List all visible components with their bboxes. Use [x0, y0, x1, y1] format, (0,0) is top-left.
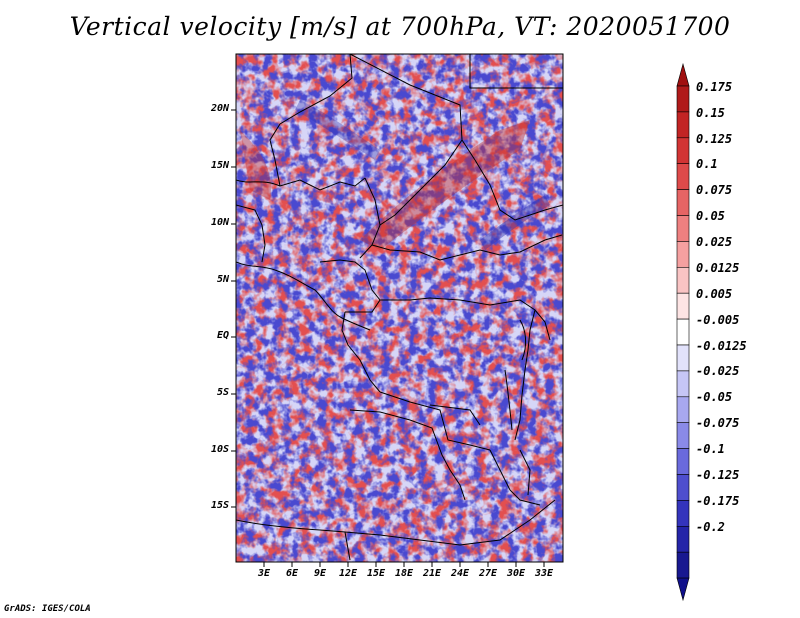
- lon-label-33e: 33E: [534, 568, 554, 579]
- colorbar-label: -0.075: [696, 416, 740, 430]
- lon-label-24e: 24E: [450, 568, 470, 579]
- lon-label-15e: 15E: [366, 568, 386, 579]
- lat-label-15n: 15N: [210, 160, 229, 171]
- colorbar-label: 0.025: [696, 235, 733, 249]
- colorbar-label: -0.125: [696, 468, 740, 482]
- lon-label-9e: 9E: [313, 568, 327, 579]
- colorbar-label: -0.025: [696, 364, 740, 378]
- lon-label-18e: 18E: [394, 568, 414, 579]
- colorbar-segment: [676, 448, 690, 475]
- country-borders: [236, 54, 563, 561]
- colorbar-label: 0.15: [696, 106, 725, 120]
- lat-label-20n: 20N: [210, 103, 229, 114]
- colorbar-segment: [676, 422, 690, 449]
- colorbar-label: 0.005: [696, 287, 733, 301]
- colorbar-segment: [676, 215, 690, 242]
- lon-label-27e: 27E: [478, 568, 498, 579]
- lon-label-3e: 3E: [257, 568, 271, 579]
- lat-label-15s: 15S: [210, 500, 229, 511]
- grads-credit: GrADS: IGES/COLA: [4, 604, 91, 614]
- lon-label-6e: 6E: [285, 568, 299, 579]
- colorbar: [676, 62, 690, 602]
- lat-label-eq: EQ: [216, 330, 229, 341]
- colorbar-segment: [676, 241, 690, 268]
- map-title: Vertical velocity [m/s] at 700hPa, VT: 2…: [69, 12, 731, 41]
- colorbar-label: 0.075: [696, 183, 733, 197]
- colorbar-cap-bottom: [676, 577, 690, 602]
- lat-label-10s: 10S: [210, 444, 229, 455]
- colorbar-segment: [676, 266, 690, 294]
- colorbar-label: 0.05: [696, 209, 725, 223]
- colorbar-segment: [676, 163, 690, 190]
- colorbar-label: -0.0125: [696, 339, 747, 353]
- colorbar-label: -0.2: [696, 520, 725, 534]
- lon-label-12e: 12E: [338, 568, 358, 579]
- colorbar-segment: [676, 85, 690, 113]
- lat-label-5s: 5S: [216, 387, 229, 398]
- colorbar-segment: [676, 474, 690, 501]
- colorbar-segment: [676, 137, 690, 165]
- colorbar-label: -0.005: [696, 313, 740, 327]
- colorbar-segment: [676, 370, 690, 398]
- colorbar-label: -0.05: [696, 390, 733, 404]
- colorbar-label: -0.1: [696, 442, 725, 456]
- colorbar-label: 0.175: [696, 80, 733, 94]
- lon-label-30e: 30E: [506, 568, 526, 579]
- colorbar-label: 0.125: [696, 132, 733, 146]
- colorbar-segment: [676, 111, 690, 139]
- colorbar-segment: [676, 344, 690, 372]
- lat-label-5n: 5N: [216, 274, 229, 285]
- lon-label-21e: 21E: [422, 568, 442, 579]
- colorbar-segment: [676, 318, 690, 346]
- colorbar-segment: [676, 500, 690, 527]
- colorbar-cap-top: [676, 62, 690, 87]
- colorbar-segment: [676, 292, 690, 320]
- velocity-field: [236, 54, 563, 562]
- map-ticks: [231, 109, 545, 567]
- colorbar-segment: [676, 396, 690, 423]
- lat-label-10n: 10N: [210, 217, 229, 228]
- colorbar-segment: [676, 189, 690, 216]
- map-frame: [235, 53, 564, 563]
- colorbar-segment: [676, 525, 690, 553]
- colorbar-label: 0.0125: [696, 261, 740, 275]
- colorbar-label: -0.175: [696, 494, 740, 508]
- colorbar-label: 0.1: [696, 157, 718, 171]
- colorbar-segment: [676, 551, 690, 579]
